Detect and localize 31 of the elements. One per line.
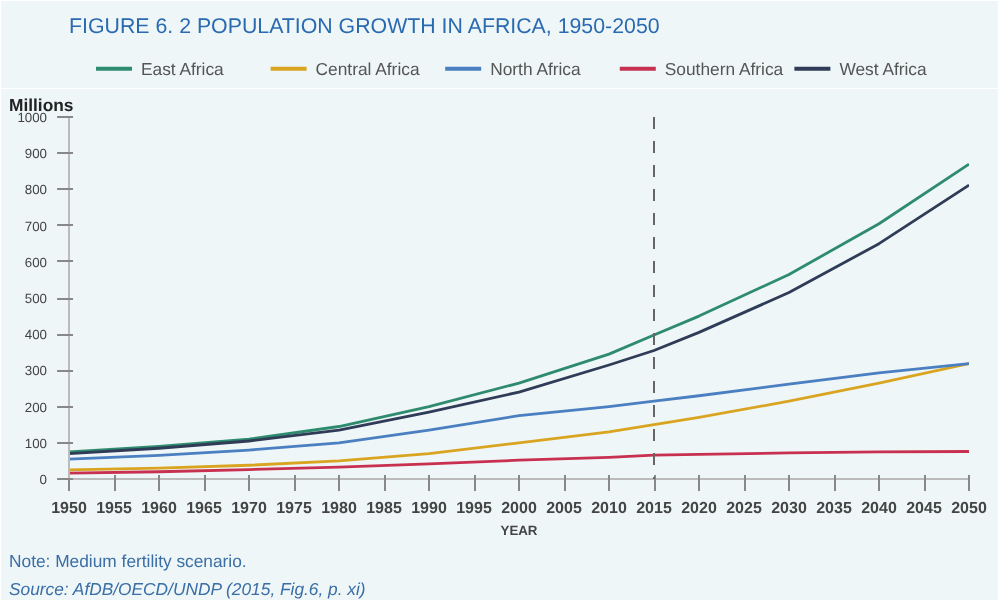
x-tick-label: 1995 (456, 499, 493, 517)
x-tick-label: 1970 (231, 499, 268, 517)
x-tick-label: 2015 (636, 499, 673, 517)
x-tick-label: 1960 (141, 499, 178, 517)
legend-label: East Africa (141, 58, 225, 79)
x-tick-label: 1985 (366, 499, 403, 517)
legend-label: North Africa (490, 58, 582, 79)
y-axis-title: Millions (9, 95, 74, 115)
chart-title: FIGURE 6. 2 POPULATION GROWTH IN AFRICA, 1950-2050 (69, 15, 660, 39)
x-tick-label: 2050 (951, 499, 988, 517)
x-tick-label: 2025 (726, 499, 763, 517)
legend-label: West Africa (839, 58, 927, 79)
x-tick-label: 2040 (861, 499, 898, 517)
x-tick-label: 1990 (411, 499, 448, 517)
x-tick-label: 2030 (771, 499, 808, 517)
x-tick-label: 1975 (276, 499, 313, 517)
x-tick-label: 2035 (816, 499, 853, 517)
source-note: Source: AfDB/OECD/UNDP (2015, Fig.6, p. xi) (9, 579, 366, 599)
x-tick-label: 1950 (51, 499, 88, 517)
text: Note: Medium fertility scenario. (9, 551, 247, 571)
line-series (69, 450, 969, 475)
x-tick-label: 2000 (501, 499, 538, 517)
legend-label: Southern Africa (664, 58, 784, 79)
x-tick-label: 2020 (681, 499, 718, 517)
x-tick-label: 1980 (321, 499, 358, 517)
x-tick-label: 2005 (546, 499, 583, 517)
legend-label: Central Africa (315, 58, 420, 79)
x-tick-label: 2010 (591, 499, 628, 517)
x-tick-label: 2045 (906, 499, 943, 517)
x-tick-label: 1955 (96, 499, 133, 517)
x-tick-label: 1965 (186, 499, 223, 517)
